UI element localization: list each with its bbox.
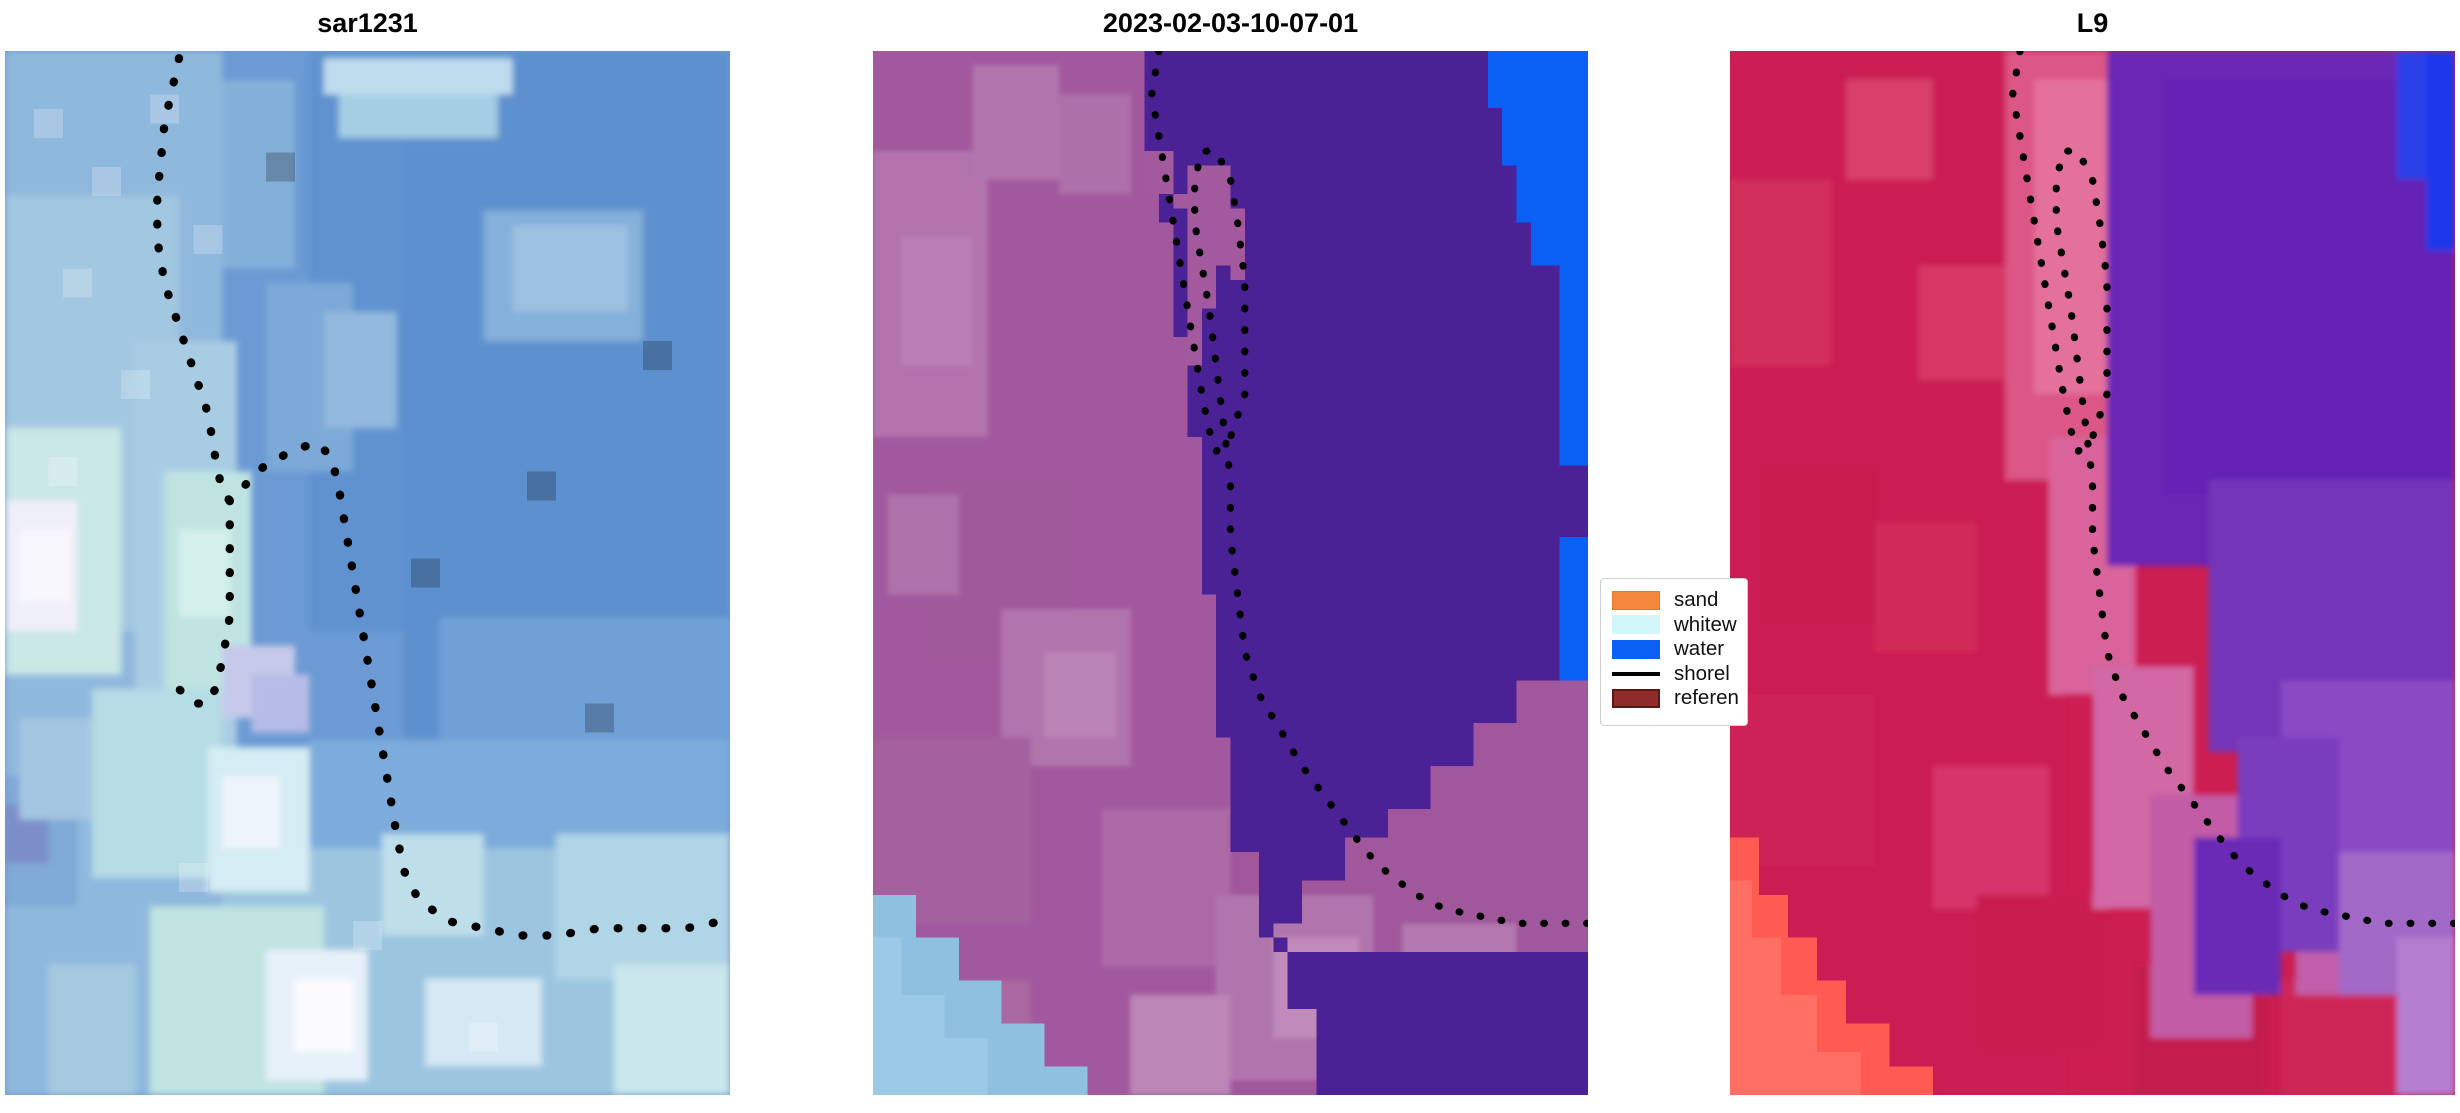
legend-row-shoreline[interactable]: shorel bbox=[1601, 662, 1747, 687]
sar-raster bbox=[5, 51, 730, 1095]
water-swatch bbox=[1612, 639, 1660, 659]
legend-row-sand[interactable]: sand bbox=[1601, 588, 1747, 613]
panel-sar-image[interactable] bbox=[5, 51, 730, 1095]
whitewater-swatch bbox=[1612, 615, 1660, 635]
sand-swatch bbox=[1612, 590, 1660, 610]
legend-label-sand: sand bbox=[1674, 588, 1719, 612]
legend-row-whitewater[interactable]: whitew bbox=[1601, 613, 1747, 638]
reference-swatch bbox=[1612, 688, 1660, 708]
classified-raster bbox=[873, 51, 1588, 1095]
panel-title-l9: L9 bbox=[2076, 8, 2109, 38]
panel-l9-image[interactable] bbox=[1730, 51, 2455, 1095]
panel-classified-image[interactable] bbox=[873, 51, 1588, 1095]
legend-row-reference[interactable]: referen bbox=[1601, 686, 1747, 711]
legend-row-water[interactable]: water bbox=[1601, 637, 1747, 662]
legend-label-shoreline: shorel bbox=[1674, 661, 1730, 685]
map-legend[interactable]: sand whitew water shorel referen bbox=[1600, 578, 1748, 726]
legend-label-whitewater: whitew bbox=[1674, 612, 1737, 636]
legend-label-reference: referen bbox=[1674, 686, 1739, 710]
shoreline-swatch bbox=[1612, 671, 1660, 676]
panel-title-classified: 2023-02-03-10-07-01 bbox=[1102, 8, 1359, 38]
panel-title-sar: sar1231 bbox=[317, 8, 418, 38]
l9-raster bbox=[1730, 51, 2455, 1095]
legend-label-water: water bbox=[1674, 637, 1725, 661]
